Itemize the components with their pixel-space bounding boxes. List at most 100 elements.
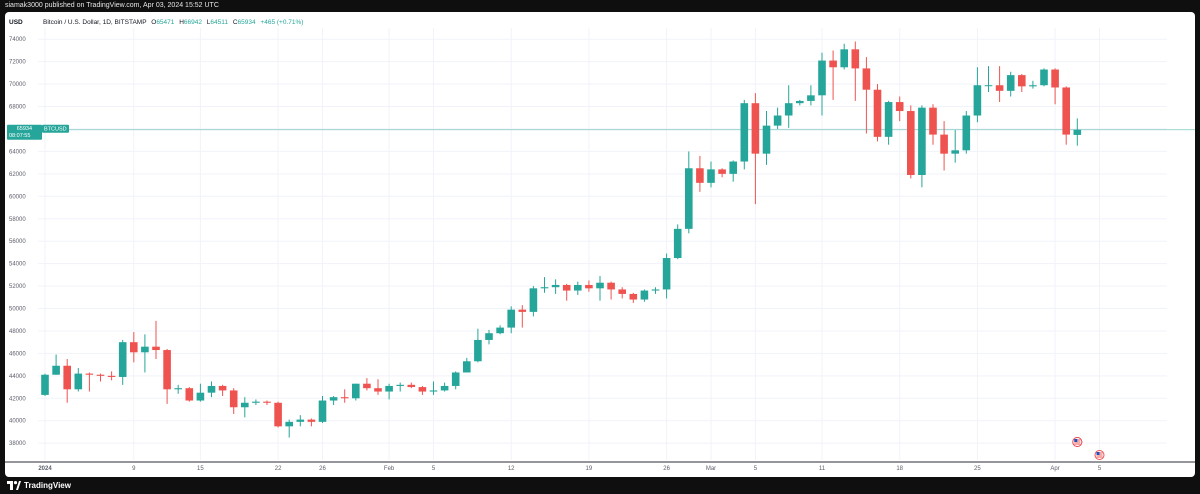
- candle: [307, 418, 316, 427]
- candle-body: [729, 161, 737, 174]
- candle-body: [895, 102, 904, 112]
- candle-body: [807, 95, 815, 101]
- currency-label: USD: [9, 19, 23, 26]
- candlestick-chart[interactable]: 7400072000700006800066000640006200060000…: [5, 12, 1195, 477]
- candle: [174, 384, 182, 394]
- candle-body: [562, 284, 571, 291]
- candle: [518, 305, 527, 328]
- candle: [596, 275, 604, 301]
- candle-body: [995, 85, 1004, 91]
- y-tick-label: 60000: [9, 194, 26, 200]
- candle-body: [474, 339, 482, 362]
- candle: [840, 43, 848, 70]
- candle-body: [418, 387, 427, 392]
- y-tick-label: 42000: [9, 396, 26, 402]
- candle: [884, 100, 893, 145]
- candle: [940, 121, 948, 171]
- x-tick-label: Apr: [1050, 466, 1059, 472]
- candle: [773, 107, 782, 129]
- candle: [130, 332, 138, 363]
- candle-body: [329, 397, 338, 401]
- candle: [1029, 80, 1037, 89]
- candle-body: [1029, 85, 1037, 87]
- candle-body: [884, 102, 893, 137]
- candle-body: [307, 419, 316, 422]
- candle-body: [207, 385, 216, 393]
- candle-body: [840, 49, 848, 68]
- candle: [829, 50, 837, 100]
- tradingview-logo-icon: [7, 481, 21, 490]
- candle: [1051, 68, 1059, 105]
- candle-body: [984, 85, 993, 87]
- candle: [451, 371, 460, 390]
- candle-body: [651, 289, 660, 291]
- candle-body: [218, 385, 227, 391]
- candle: [185, 387, 194, 402]
- us-flag-event-icon[interactable]: [1094, 450, 1105, 460]
- candle: [562, 283, 571, 301]
- candle-body: [118, 342, 127, 377]
- publisher-header: siamak3000 published on TradingView.com,…: [0, 0, 1200, 12]
- candle-body: [773, 115, 782, 126]
- o-key: O: [151, 19, 156, 26]
- candle: [585, 280, 593, 292]
- time-axis[interactable]: 2024 9 15 22 26 Feb 5 12 19 26 Mar 5 11 18 25 Apr 5: [5, 461, 1195, 472]
- y-tick-label: 58000: [9, 217, 26, 223]
- candle-body: [130, 342, 138, 353]
- candle: [796, 99, 804, 106]
- candle: [1062, 86, 1070, 145]
- candle: [263, 400, 271, 406]
- candle-body: [1062, 87, 1070, 135]
- candle: [96, 373, 105, 382]
- candle: [285, 419, 293, 438]
- high-value: 66942: [184, 19, 202, 26]
- candle-body: [185, 388, 194, 401]
- us-flag-event-icon[interactable]: [1072, 437, 1083, 447]
- candle-body: [873, 89, 882, 137]
- chart-panel: 7400072000700006800066000640006200060000…: [5, 12, 1195, 477]
- candle-body: [762, 125, 771, 154]
- footer-bar: TradingView: [0, 477, 1200, 494]
- x-tick-label: 19: [586, 466, 593, 472]
- price-axis[interactable]: 7400072000700006800066000640006200060000…: [9, 37, 26, 447]
- y-tick-label: 64000: [9, 149, 26, 155]
- candle: [274, 401, 282, 428]
- candle: [141, 334, 149, 373]
- candle-body: [507, 309, 515, 328]
- candle-body: [707, 169, 715, 183]
- candle: [740, 99, 749, 170]
- x-tick-label: 18: [896, 466, 903, 472]
- tradingview-logo[interactable]: TradingView: [7, 481, 71, 490]
- candle: [363, 378, 371, 391]
- candle-body: [463, 361, 471, 373]
- candle: [540, 277, 549, 293]
- candle: [396, 382, 404, 392]
- candle: [718, 168, 726, 178]
- countdown-text: 08:07:55: [9, 133, 30, 139]
- candle-body: [296, 419, 305, 422]
- grid: [38, 28, 1167, 460]
- low-value: 64511: [210, 19, 228, 26]
- candle-body: [440, 385, 449, 391]
- candle: [995, 66, 1004, 103]
- candle: [429, 381, 438, 395]
- x-tick-label: 26: [319, 466, 326, 472]
- candle: [1073, 118, 1082, 146]
- candle-body: [429, 390, 438, 392]
- y-tick-label: 48000: [9, 329, 26, 335]
- candle-body: [685, 168, 693, 229]
- candle: [629, 292, 638, 303]
- y-tick-label: 62000: [9, 172, 26, 178]
- candle-body: [951, 150, 959, 154]
- candle-body: [696, 168, 704, 183]
- y-tick-label: 40000: [9, 419, 26, 425]
- y-tick-label: 52000: [9, 284, 26, 290]
- candle-body: [485, 333, 493, 340]
- candle-body: [63, 365, 71, 390]
- candle-body: [374, 388, 382, 392]
- candle: [196, 383, 205, 402]
- candle-body: [41, 374, 49, 395]
- candle-body: [285, 421, 293, 427]
- candle-body: [962, 115, 971, 151]
- candle: [218, 384, 227, 397]
